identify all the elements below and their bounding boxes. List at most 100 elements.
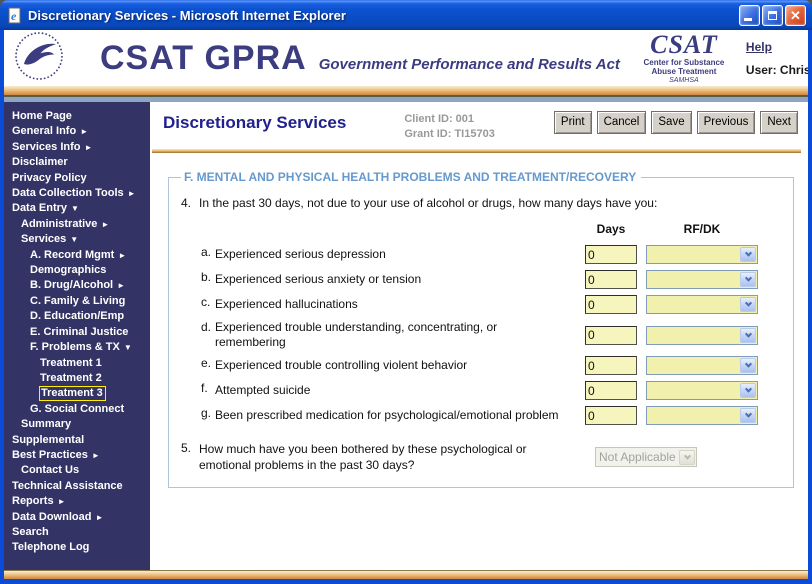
sidebar-item[interactable]: Reports — [4, 494, 150, 509]
sidebar-item[interactable]: E. Criminal Justice — [30, 325, 129, 338]
days-input[interactable] — [585, 295, 637, 314]
close-icon: ✕ — [790, 7, 801, 23]
expand-arrow-icon — [95, 513, 103, 522]
rfdk-select[interactable] — [646, 270, 758, 289]
days-input[interactable] — [585, 356, 637, 375]
sidebar-item[interactable]: Best Practices — [4, 448, 150, 463]
toolbar-button[interactable]: Save — [651, 111, 692, 134]
sidebar-item[interactable]: Disclaimer — [12, 156, 68, 169]
sidebar-item[interactable]: Data Download — [4, 510, 150, 525]
days-input[interactable] — [585, 245, 637, 264]
sidebar-item[interactable]: Services — [4, 232, 150, 247]
sidebar-item[interactable]: Supplemental — [12, 433, 85, 446]
dropdown-arrow-icon — [740, 297, 756, 312]
expand-arrow-icon — [124, 343, 132, 352]
expand-arrow-icon — [101, 220, 109, 229]
rfdk-select[interactable] — [646, 381, 758, 400]
dropdown-arrow-icon — [679, 449, 695, 465]
rfdk-select[interactable] — [646, 406, 758, 425]
section-f-fieldset: F. MENTAL AND PHYSICAL HEALTH PROBLEMS A… — [168, 170, 794, 488]
window-title: Discretionary Services - Microsoft Inter… — [28, 7, 346, 23]
sidebar-item[interactable]: Summary — [21, 418, 72, 431]
dropdown-arrow-icon — [740, 247, 756, 262]
hhs-seal-logo — [14, 31, 64, 86]
close-button[interactable]: ✕ — [785, 4, 806, 26]
days-input[interactable] — [585, 406, 637, 425]
sidebar-item[interactable]: B. Drug/Alcohol — [4, 278, 150, 293]
client-id: Client ID: 001 — [404, 113, 475, 125]
sidebar-item[interactable]: Treatment 2 — [40, 371, 102, 384]
question-row: e. Experienced trouble controlling viole… — [181, 356, 781, 375]
maximize-button[interactable] — [762, 4, 783, 26]
sidebar-item[interactable]: G. Social Connect — [30, 402, 125, 415]
expand-arrow-icon — [58, 497, 66, 506]
brand-subtitle: Government Performance and Results Act — [318, 55, 620, 73]
sidebar-item[interactable]: Telephone Log — [12, 541, 90, 554]
help-link[interactable]: Help — [745, 39, 772, 54]
rfdk-select[interactable] — [646, 245, 758, 264]
sidebar-item[interactable]: Privacy Policy — [12, 171, 87, 184]
sidebar-item[interactable]: Administrative — [4, 217, 150, 232]
question-row: a. Experienced serious depression — [181, 245, 781, 264]
grant-id: Grant ID: TI15703 — [404, 128, 495, 140]
dropdown-arrow-icon — [740, 327, 756, 343]
sidebar-item[interactable]: Demographics — [30, 264, 107, 277]
sidebar-item[interactable]: Treatment 1 — [40, 356, 102, 369]
toolbar-button[interactable]: Cancel — [596, 111, 647, 134]
days-input[interactable] — [585, 381, 637, 400]
dropdown-arrow-icon — [740, 358, 756, 373]
sidebar-item[interactable]: Search — [12, 525, 49, 538]
toolbar-button[interactable]: Print — [553, 111, 592, 134]
toolbar: Print Cancel Save Previous Next — [553, 111, 798, 134]
page-header-divider — [152, 149, 801, 153]
header-divider-line — [4, 95, 808, 97]
sidebar-item[interactable]: Treatment 3 — [39, 386, 106, 402]
expand-arrow-icon — [84, 143, 92, 152]
main-content: Discretionary Services Client ID: 001 Gr… — [150, 102, 808, 570]
toolbar-button[interactable]: Next — [760, 111, 798, 134]
csat-logo-line: Center for Substance — [643, 58, 725, 67]
title-bar[interactable]: e Discretionary Services - Microsoft Int… — [0, 0, 812, 30]
rfdk-select[interactable] — [646, 295, 758, 314]
days-input[interactable] — [585, 325, 637, 345]
question-row: b. Experienced serious anxiety or tensio… — [181, 270, 781, 289]
sidebar-item[interactable]: D. Education/Emp — [30, 310, 125, 323]
dropdown-arrow-icon — [740, 272, 756, 287]
brand-title: CSAT GPRA — [100, 38, 307, 77]
sidebar-item[interactable]: Contact Us — [21, 464, 80, 477]
sidebar-item[interactable]: C. Family & Living — [30, 294, 126, 307]
page-header-row: Discretionary Services Client ID: 001 Gr… — [150, 102, 808, 142]
sidebar-item[interactable]: General Info — [4, 124, 150, 139]
sidebar-nav: Home Page General Info Services Info Dis… — [4, 102, 150, 570]
csat-logo-line: Abuse Treatment — [651, 67, 717, 76]
brand-block: CSAT GPRA Government Performance and Res… — [100, 39, 620, 78]
expand-arrow-icon — [117, 281, 125, 290]
sidebar-item[interactable]: Technical Assistance — [12, 479, 123, 492]
rfdk-column-header: RF/DK — [683, 222, 721, 236]
days-input[interactable] — [585, 270, 637, 289]
logged-in-user: User: Christopher Shumway — [745, 62, 808, 77]
question-4: 4. In the past 30 days, not due to your … — [181, 196, 658, 210]
minimize-button[interactable] — [739, 4, 760, 26]
rfdk-select[interactable] — [646, 356, 758, 375]
sidebar-item[interactable]: Services Info — [4, 140, 150, 155]
expand-arrow-icon — [70, 235, 78, 244]
sidebar-item[interactable]: F. Problems & TX — [4, 340, 150, 355]
minimize-icon — [744, 17, 752, 21]
header-right: Help Logout User: Christopher Shumway — [746, 40, 808, 77]
page-title: Discretionary Services — [163, 113, 347, 132]
toolbar-button[interactable]: Previous — [696, 111, 756, 134]
question-4-rows: a. Experienced serious depression b. Exp… — [181, 245, 781, 425]
q5-bothered-select-disabled: Not Applicable — [595, 447, 697, 467]
question-row: c. Experienced hallucinations — [181, 295, 781, 314]
sidebar-item[interactable]: Data Collection Tools — [4, 186, 150, 201]
question-5: 5. How much have you been bothered by th… — [181, 441, 781, 473]
sidebar-item[interactable]: Home Page — [12, 110, 72, 122]
rfdk-select[interactable] — [646, 325, 758, 345]
sidebar-item[interactable]: Data Entry — [4, 201, 150, 216]
column-headers: Days RF/DK — [181, 222, 781, 236]
sidebar-item[interactable]: A. Record Mgmt — [4, 248, 150, 263]
maximize-icon — [768, 10, 777, 20]
days-column-header: Days — [596, 222, 626, 236]
